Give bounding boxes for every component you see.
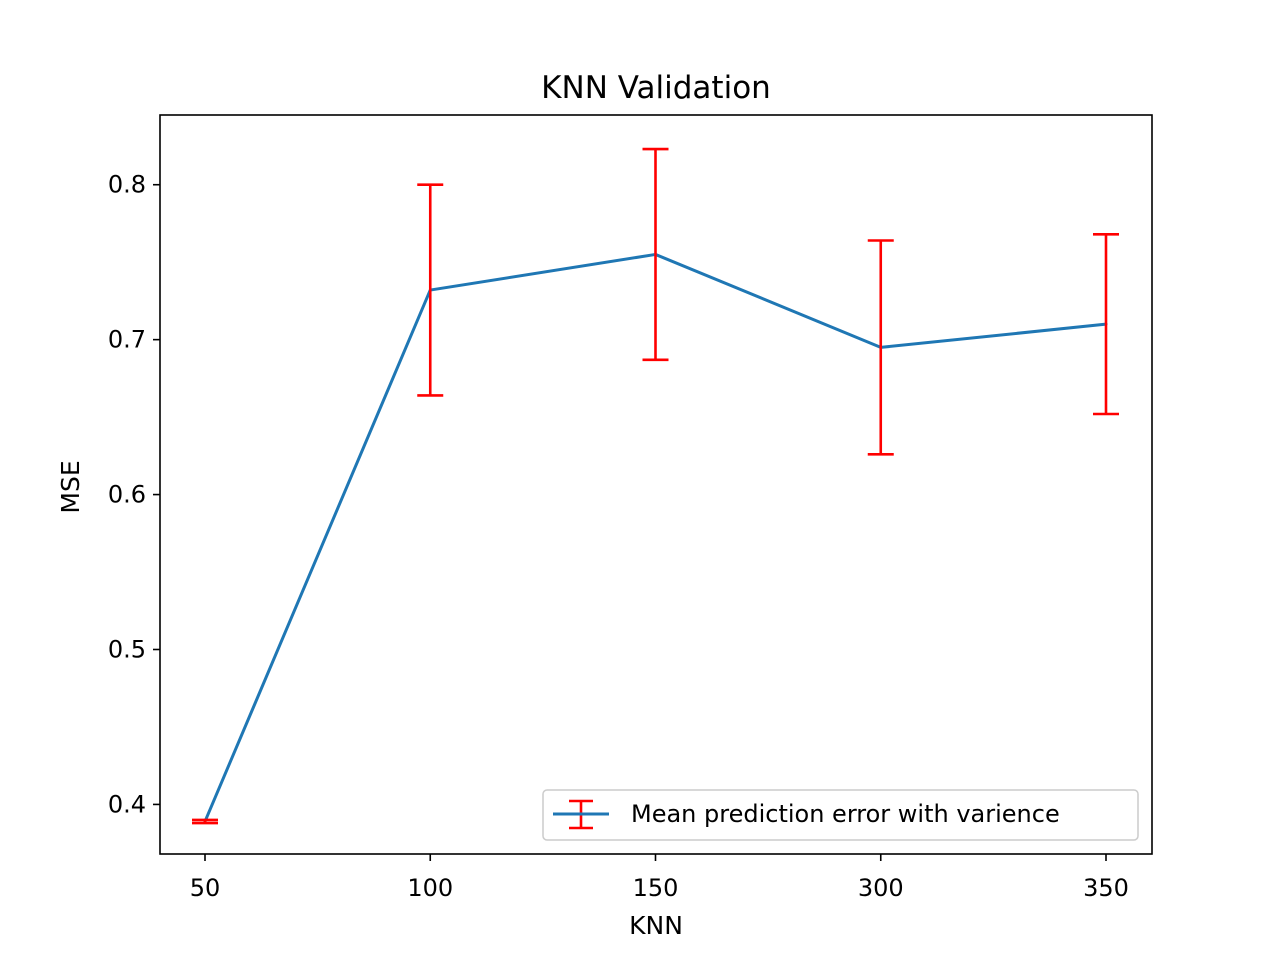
- legend: Mean prediction error with varience: [542, 789, 1139, 841]
- y-tick-label: 0.5: [108, 635, 146, 663]
- series-layer: [192, 147, 1119, 825]
- y-axis-label: MSE: [56, 460, 85, 513]
- y-tick-label: 0.6: [108, 481, 146, 509]
- legend-box: [542, 789, 1139, 841]
- chart-title: KNN Validation: [541, 70, 771, 106]
- y-axis-ticks: 0.4 0.5 0.6 0.7 0.8: [108, 171, 160, 818]
- legend-label: Mean prediction error with varience: [631, 800, 1060, 828]
- x-tick-label: 50: [190, 874, 221, 902]
- y-tick-label: 0.7: [108, 326, 146, 354]
- x-tick-label: 150: [633, 874, 679, 902]
- x-tick-label: 300: [858, 874, 904, 902]
- x-tick-label: 100: [407, 874, 453, 902]
- x-axis-label: KNN: [629, 911, 683, 940]
- x-tick-label: 350: [1083, 874, 1129, 902]
- y-tick-label: 0.4: [108, 790, 146, 818]
- x-axis-ticks: 50 100 150 300 350: [190, 854, 1129, 902]
- y-tick-label: 0.8: [108, 171, 146, 199]
- plot-area-frame: [159, 114, 1153, 855]
